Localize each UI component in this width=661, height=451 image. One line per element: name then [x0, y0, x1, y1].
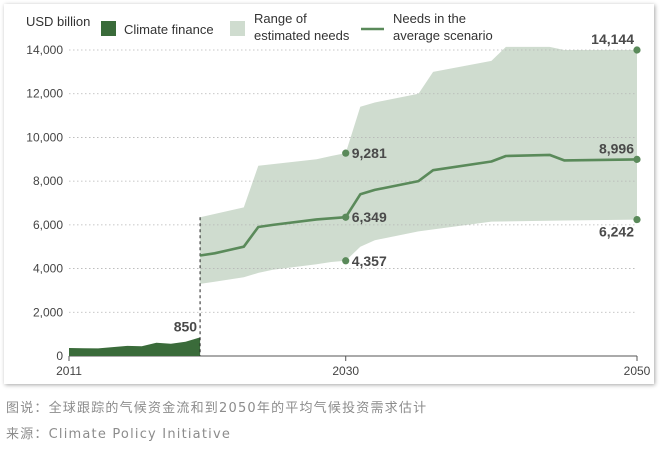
y-axis-title: USD billion — [26, 14, 90, 29]
legend-swatch-range — [230, 21, 245, 36]
data-label: 8,996 — [599, 140, 634, 156]
y-tick-label: 0 — [56, 349, 63, 363]
data-point-dot — [342, 149, 350, 157]
needs-range-band — [200, 46, 637, 284]
legend-label-range: estimated needs — [254, 28, 350, 43]
chart-card: 0 2,000 4,000 6,000 8,000 10,000 12,000 14,000 2… — [4, 4, 654, 384]
x-tick-label: 2050 — [624, 364, 651, 378]
legend-label-climate-finance: Climate finance — [124, 22, 214, 37]
y-tick-label: 14,000 — [26, 43, 63, 57]
data-label: 4,357 — [352, 253, 387, 269]
legend-label-average: Needs in the — [393, 11, 466, 26]
climate-finance-area — [69, 337, 201, 356]
legend-label-range: Range of — [254, 11, 307, 26]
legend-swatch-climate-finance — [101, 21, 116, 36]
y-tick-label: 8,000 — [33, 174, 63, 188]
data-label: 6,349 — [352, 209, 387, 225]
legend-label-average: average scenario — [393, 28, 493, 43]
data-label: 9,281 — [352, 145, 387, 161]
data-point-dot — [342, 213, 350, 221]
data-label: 850 — [174, 318, 198, 334]
x-tick-label: 2030 — [332, 364, 359, 378]
x-tick-label: 2011 — [56, 364, 82, 378]
y-tick-label: 2,000 — [33, 305, 63, 319]
data-point-dot — [633, 46, 641, 54]
figure-source: 来源：Climate Policy Initiative — [6, 427, 232, 442]
chart: 0 2,000 4,000 6,000 8,000 10,000 12,000 14,000 2… — [26, 11, 651, 378]
figure-caption: 图说：全球跟踪的气候资金流和到2050年的平均气候投资需求估计 — [6, 401, 428, 416]
data-point-dot — [633, 155, 641, 163]
y-tick-label: 6,000 — [33, 218, 63, 232]
data-point-dot — [633, 215, 641, 224]
y-tick-label: 12,000 — [26, 87, 63, 101]
data-label: 14,144 — [591, 31, 634, 47]
y-tick-label: 4,000 — [33, 262, 63, 276]
average-needs-line — [199, 153, 638, 257]
data-point-dot — [342, 257, 350, 265]
y-tick-label: 10,000 — [26, 130, 63, 144]
data-label: 6,242 — [599, 224, 634, 240]
